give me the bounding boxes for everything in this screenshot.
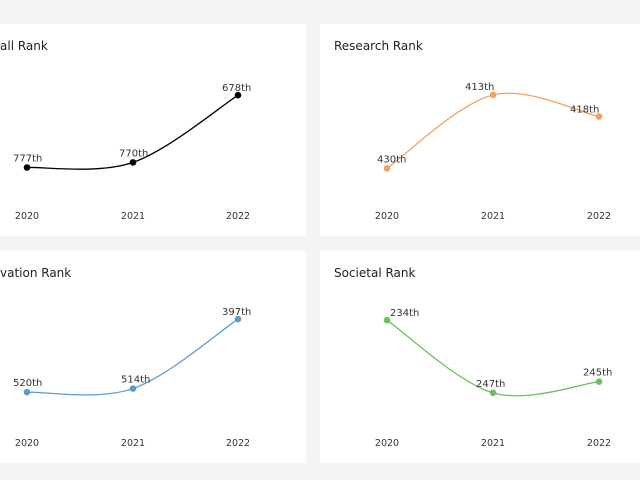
data-label: 678th	[222, 83, 251, 94]
chart-card-overall: all Rank 777th 770th 678th 2020 2021 2022	[0, 24, 306, 236]
data-point	[383, 316, 391, 324]
data-point	[383, 165, 391, 172]
x-tick-label: 2021	[481, 438, 505, 449]
data-label: 247th	[476, 379, 505, 390]
x-tick-label: 2020	[15, 438, 39, 449]
data-point	[129, 159, 137, 166]
chart-title: vation Rank	[0, 266, 72, 280]
x-tick-label: 2022	[587, 438, 611, 449]
chart-svg: 777th 770th 678th 2020 2021 2022	[13, 83, 251, 222]
data-point	[595, 113, 603, 120]
chart-svg: 430th 413th 418th 2020 2021 2022	[375, 82, 611, 222]
data-label: 514th	[121, 375, 150, 386]
data-point	[23, 388, 31, 396]
chart-card-innovation: vation Rank 520th 514th 397th 2020 2021 2022	[0, 251, 306, 463]
data-label: 418th	[570, 105, 599, 116]
data-point	[234, 91, 242, 99]
data-point	[129, 385, 137, 392]
x-tick-label: 2022	[226, 438, 250, 449]
chart-card-societal: Societal Rank 234th 247th 245th 2020 2021 202…	[320, 251, 640, 463]
data-point	[23, 164, 31, 171]
data-label: 234th	[390, 308, 419, 319]
x-tick-label: 2020	[375, 438, 399, 449]
x-tick-label: 2021	[481, 211, 505, 222]
data-point	[234, 315, 242, 323]
data-label: 397th	[222, 307, 251, 318]
chart-title: Research Rank	[334, 39, 423, 53]
x-tick-label: 2020	[15, 211, 39, 222]
chart-title: all Rank	[0, 39, 48, 53]
chart-svg: 234th 247th 245th 2020 2021 2022	[375, 308, 612, 449]
x-tick-label: 2020	[375, 211, 399, 222]
chart-title: Societal Rank	[334, 266, 416, 280]
data-point	[489, 91, 497, 99]
data-label: 777th	[13, 154, 42, 165]
data-point	[595, 378, 603, 385]
x-tick-label: 2022	[226, 211, 250, 222]
chart-svg: 520th 514th 397th 2020 2021 2022	[13, 307, 251, 449]
chart-card-research: Research Rank 430th 413th 418th 2020 2021 202…	[320, 24, 640, 236]
data-label: 520th	[13, 378, 42, 389]
data-label: 413th	[465, 82, 494, 93]
data-label: 245th	[583, 368, 612, 379]
data-label: 770th	[119, 148, 148, 159]
data-point	[489, 389, 497, 397]
x-tick-label: 2021	[121, 438, 145, 449]
data-label: 430th	[377, 154, 406, 165]
x-tick-label: 2022	[587, 211, 611, 222]
x-tick-label: 2021	[121, 211, 145, 222]
series-line	[386, 92, 600, 169]
